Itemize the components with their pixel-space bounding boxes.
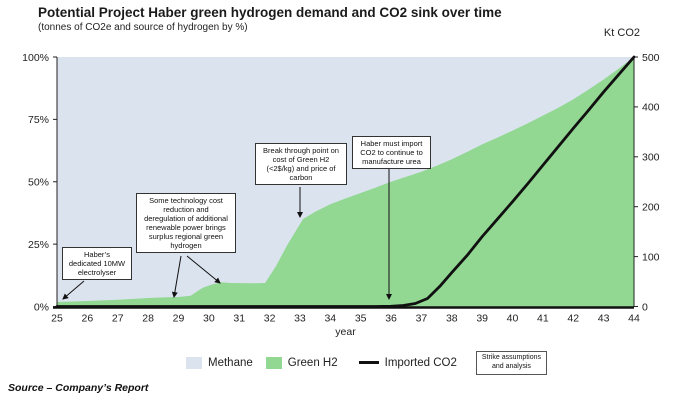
x-axis-tick-label: 31	[233, 313, 245, 325]
x-axis-tick-label: 35	[355, 313, 367, 325]
x-axis-tick-label: 37	[416, 313, 428, 325]
annotation-arrow	[62, 280, 85, 300]
annotation-arrow	[171, 255, 182, 298]
left-axis-tick-label: 75%	[28, 114, 49, 126]
annotation-arrow	[186, 255, 221, 284]
right-axis-tick-label: 200	[642, 202, 660, 214]
x-axis-tick-label: 43	[598, 313, 610, 325]
x-axis-tick-label: 33	[294, 313, 306, 325]
left-axis-tick-label: 100%	[22, 52, 49, 64]
right-axis-tick-label: 100	[642, 251, 660, 263]
x-axis-tick-label: 26	[82, 313, 94, 325]
annotation-import-co2: Haber must import CO2 to continue to man…	[352, 136, 431, 169]
x-axis-tick-label: 28	[142, 313, 154, 325]
x-axis-tick-label: 40	[507, 313, 519, 325]
left-axis-tick-label: 50%	[28, 177, 49, 189]
legend-label-green-h2: Green H2	[287, 356, 338, 369]
right-axis-tick-label: 400	[642, 102, 660, 114]
annotation-breakthrough: Break through point on cost of Green H2 …	[255, 143, 347, 185]
x-axis-tick-label: 42	[567, 313, 579, 325]
green-h2-area	[57, 57, 634, 307]
x-axis-label: year	[335, 326, 356, 338]
right-axis-unit-label: Kt CO2	[603, 27, 640, 39]
left-axis-tick-label: 0%	[34, 301, 49, 313]
right-axis-tick-label: 300	[642, 152, 660, 164]
x-axis-tick-label: 30	[203, 313, 215, 325]
x-axis-tick-label: 44	[628, 313, 640, 325]
legend-label-imported-co2: Imported CO2	[384, 356, 457, 369]
x-axis-tick-label: 29	[173, 313, 185, 325]
legend: Methane Green H2 Imported CO2 Strike ass…	[186, 351, 547, 375]
legend-item-green-h2: Green H2	[265, 356, 338, 369]
right-axis-tick-label: 0	[642, 301, 648, 313]
chart-title: Potential Project Haber green hydrogen d…	[38, 5, 502, 20]
legend-item-methane: Methane	[186, 356, 253, 369]
left-axis-tick-label: 25%	[28, 239, 49, 251]
annotation-surplus-hydrogen: Some technology cost reduction and dereg…	[136, 193, 236, 253]
x-axis-tick-label: 38	[446, 313, 458, 325]
legend-label-methane: Methane	[208, 356, 253, 369]
x-axis-tick-label: 36	[385, 313, 397, 325]
strike-assumptions-box: Strike assumptions and analysis	[475, 351, 547, 375]
x-axis-tick-label: 32	[264, 313, 276, 325]
green-h2-swatch-icon	[265, 356, 282, 369]
imported-co2-line	[55, 55, 636, 308]
imported-co2-line-icon	[358, 361, 379, 365]
legend-item-imported-co2: Imported CO2	[358, 356, 457, 369]
x-axis-tick-label: 27	[112, 313, 124, 325]
x-axis-tick-label: 41	[537, 313, 549, 325]
chart-subtitle: (tonnes of CO2e and source of hydrogen b…	[38, 22, 248, 33]
x-axis-tick-label: 39	[476, 313, 488, 325]
x-axis-tick-label: 34	[324, 313, 336, 325]
source-note: Source – Company’s Report	[8, 382, 149, 394]
x-axis-tick-label: 25	[51, 313, 63, 325]
annotation-electrolyser: Haber’s dedicated 10MW electrolyser	[62, 247, 132, 280]
methane-swatch-icon	[186, 356, 202, 369]
right-axis-tick-label: 500	[642, 52, 660, 64]
